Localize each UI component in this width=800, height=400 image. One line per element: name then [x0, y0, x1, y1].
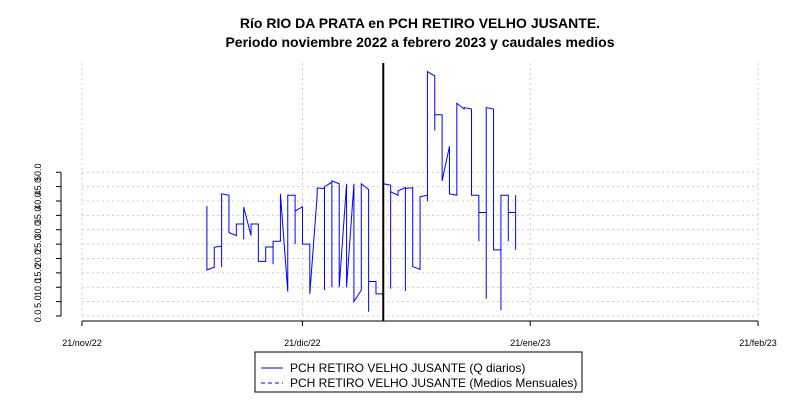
grid — [81, 63, 759, 317]
y-tick-label-9: 45.0 — [33, 178, 43, 196]
legend: PCH RETIRO VELHO JUSANTE (Q diarios) PCH… — [254, 351, 583, 393]
x-tick-label-2: 21/ene/23 — [510, 338, 550, 348]
chart-subtitle: Periodo noviembre 2022 a febrero 2023 y … — [225, 34, 614, 50]
y-tick-label-8: 40.0 — [33, 192, 43, 210]
y-axis: 0.0 5.010.015.020.025.030.035.040.045.050… — [33, 163, 62, 323]
y-tick-label-10: 50.0 — [33, 163, 43, 181]
y-tick-label-2: 10.0 — [33, 278, 43, 296]
x-axis: 21/nov/22 21/dic/22 21/ene/23 21/feb/23 — [62, 320, 777, 348]
series-line-0 — [206, 70, 517, 312]
chart-title: Río RIO DA PRATA en PCH RETIRO VELHO JUS… — [240, 15, 600, 31]
y-tick-label-0: 0.0 — [33, 310, 43, 323]
legend-label-daily: PCH RETIRO VELHO JUSANTE (Q diarios) — [290, 361, 525, 375]
x-tick-label-0: 21/nov/22 — [62, 338, 102, 348]
y-tick-label-7: 35.0 — [33, 207, 43, 225]
y-tick-label-1: 5.0 — [33, 295, 43, 308]
x-tick-label-3: 21/feb/23 — [739, 338, 777, 348]
y-tick-label-3: 15.0 — [33, 264, 43, 282]
x-tick-label-1: 21/dic/22 — [284, 338, 321, 348]
y-tick-label-5: 25.0 — [33, 235, 43, 253]
series-layer — [206, 70, 517, 312]
y-tick-label-4: 20.0 — [33, 250, 43, 268]
legend-box — [254, 351, 583, 393]
y-tick-label-6: 30.0 — [33, 221, 43, 239]
legend-label-monthly: PCH RETIRO VELHO JUSANTE (Medios Mensual… — [290, 376, 577, 390]
